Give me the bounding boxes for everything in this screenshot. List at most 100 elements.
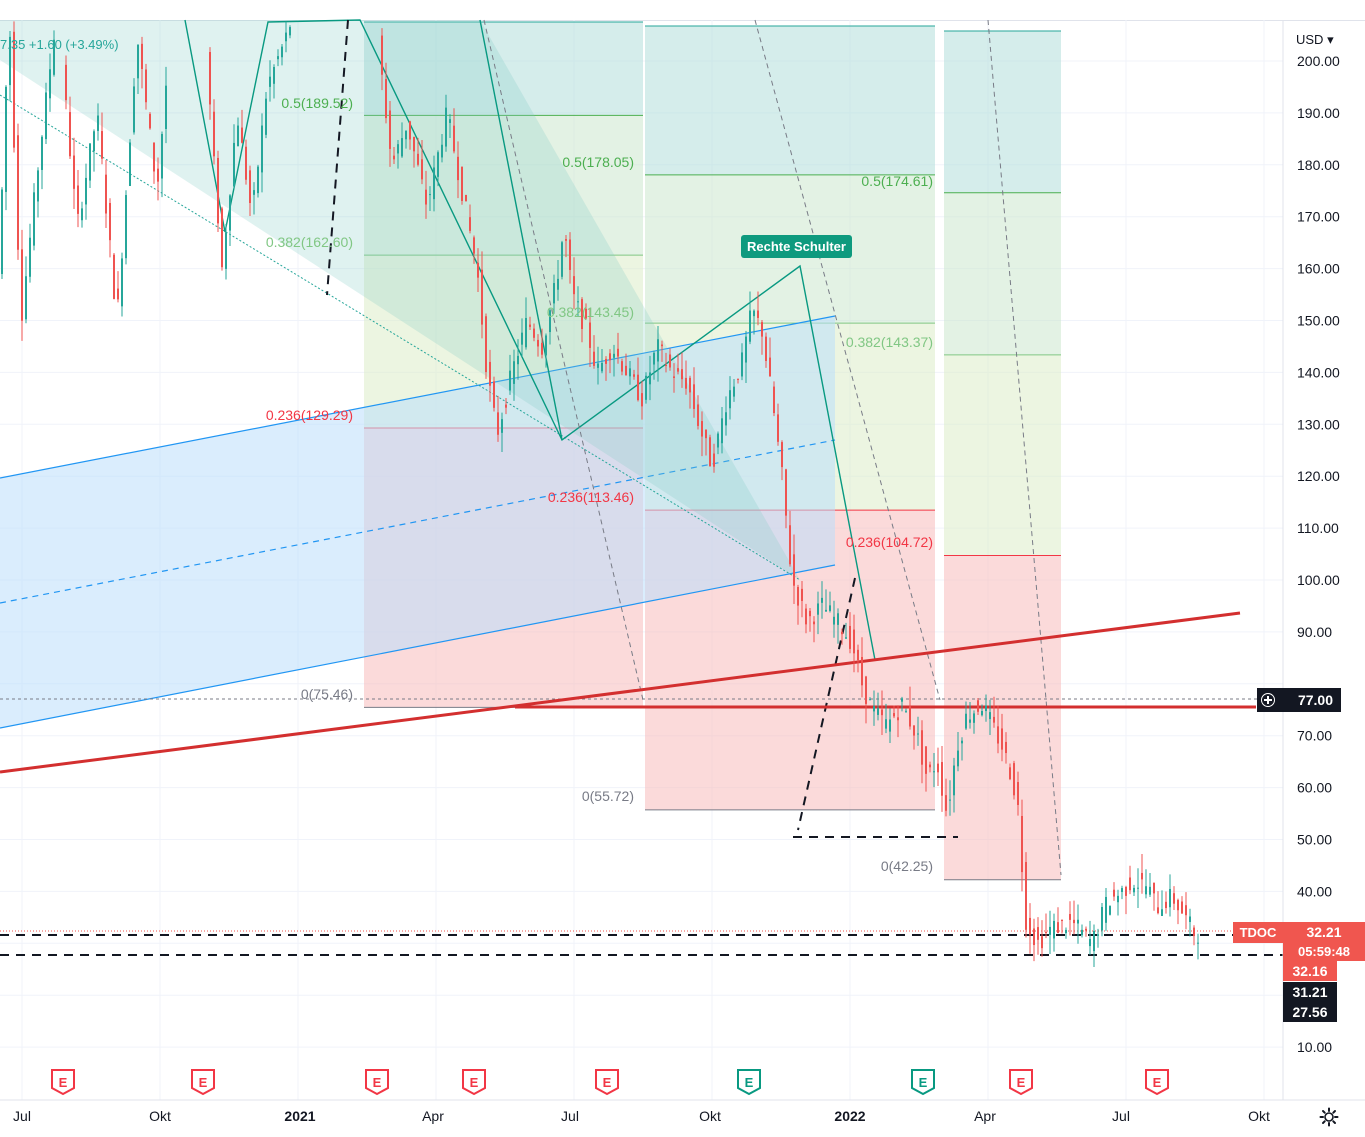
candle-body	[401, 138, 403, 157]
candle-body	[557, 278, 559, 290]
candle-body	[837, 613, 839, 625]
candle-body	[601, 363, 603, 372]
candle-body	[757, 310, 759, 318]
candle-body	[881, 709, 883, 716]
candle-body	[573, 276, 575, 295]
candle-body	[141, 43, 143, 70]
candle-body	[981, 710, 983, 716]
earnings-marker-icon	[365, 1069, 389, 1096]
candle-body	[553, 283, 555, 304]
candle-body	[773, 386, 775, 414]
earnings-marker-label: E	[1017, 1075, 1026, 1090]
candle-body	[1057, 922, 1059, 933]
candle-body	[541, 342, 543, 355]
candle-body	[1009, 767, 1011, 780]
candle-body	[489, 361, 491, 386]
candle-body	[1001, 728, 1003, 750]
candle-body	[969, 719, 971, 723]
candle-body	[661, 344, 663, 347]
settings-gear-icon[interactable]	[1319, 1107, 1339, 1127]
candle-body	[1129, 877, 1131, 891]
candle-body	[845, 637, 847, 639]
fib-label: 0.236(104.72)	[846, 534, 933, 550]
candle-body	[877, 708, 879, 715]
candle-body	[841, 631, 843, 635]
candle-body	[1193, 927, 1195, 937]
candle-body	[417, 153, 419, 165]
candle-body	[597, 363, 599, 368]
fib-label: 0.5(174.61)	[861, 173, 933, 189]
candle-body	[701, 421, 703, 437]
candle-body	[889, 719, 891, 732]
candle-body	[729, 390, 731, 409]
channel-lower-line	[0, 564, 836, 729]
candle-body	[709, 437, 711, 467]
candle-body	[485, 316, 487, 373]
candle-body	[497, 412, 499, 435]
candle-body	[809, 610, 811, 617]
annotation-callout[interactable]: Rechte Schulter	[741, 235, 852, 258]
earnings-marker-label: E	[199, 1075, 208, 1090]
candle-body	[449, 119, 451, 123]
candle-body	[237, 125, 239, 147]
candle-body	[577, 301, 579, 303]
x-tick-label: 2022	[834, 1108, 865, 1124]
candle-body	[1005, 741, 1007, 754]
candle-body	[629, 368, 631, 377]
candle-body	[149, 113, 151, 129]
currency-selector[interactable]: USD ▾	[1296, 32, 1334, 47]
candle-body	[1153, 882, 1155, 894]
trend-dashed-gray	[754, 19, 941, 701]
candle-body	[785, 469, 787, 516]
candle-body	[833, 616, 835, 625]
fib-label: 0.236(113.46)	[548, 489, 634, 505]
candle-body	[633, 374, 635, 377]
candle-body	[257, 166, 259, 194]
candle-body	[1069, 914, 1071, 920]
candle-body	[589, 322, 591, 348]
candle-body	[717, 433, 719, 448]
candle-body	[509, 370, 511, 391]
add-alert-icon[interactable]	[1261, 693, 1275, 707]
candle-body	[1085, 928, 1087, 931]
candle-body	[929, 764, 931, 768]
candle-body	[129, 142, 131, 187]
candle-body	[945, 795, 947, 811]
candle-body	[29, 237, 31, 277]
candle-body	[749, 310, 751, 342]
candle-body	[581, 299, 583, 330]
fib-label: 0.5(189.52)	[281, 95, 353, 111]
candle-body	[705, 429, 707, 439]
candle-body	[897, 717, 899, 721]
legend-change: 7.35 +1.60 (+3.49%)	[0, 37, 119, 52]
candle-body	[69, 112, 71, 157]
candle-body	[637, 374, 639, 401]
candle-body	[765, 336, 767, 361]
earnings-marker-icon	[595, 1069, 619, 1096]
candle-body	[1049, 926, 1051, 935]
candle-body	[525, 317, 527, 348]
candle-body	[825, 609, 827, 612]
candle-body	[1105, 896, 1107, 923]
candle-body	[977, 700, 979, 712]
candle-body	[941, 762, 943, 796]
candle-body	[545, 335, 547, 356]
candle-body	[117, 288, 119, 300]
y-tick-label: 70.00	[1297, 728, 1332, 744]
candle-body	[161, 133, 163, 179]
candle-body	[133, 86, 135, 133]
candle-body	[461, 166, 463, 201]
candle-body	[549, 310, 551, 333]
candle-body	[265, 98, 267, 135]
candle-body	[281, 46, 283, 58]
candle-body	[473, 237, 475, 254]
candle-body	[221, 208, 223, 268]
x-tick-label: Apr	[422, 1108, 444, 1124]
candle-body	[869, 699, 871, 701]
earnings-marker-icon	[462, 1069, 486, 1096]
y-tick-label: 170.00	[1297, 209, 1340, 225]
earnings-marker-label: E	[373, 1075, 382, 1090]
candle-body	[609, 353, 611, 361]
y-tick-label: 130.00	[1297, 416, 1340, 432]
